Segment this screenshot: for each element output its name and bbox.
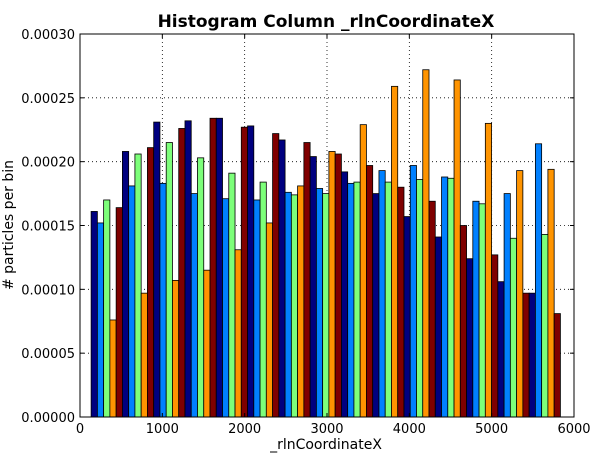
x-tick-label: 1000 — [146, 422, 179, 437]
histogram-bar — [378, 170, 386, 418]
histogram-bar — [353, 181, 361, 418]
histogram-bar — [403, 216, 411, 418]
histogram-bar — [359, 124, 367, 418]
y-tick-label: 0.00020 — [21, 156, 75, 171]
histogram-bar — [453, 79, 461, 418]
histogram-bar — [109, 319, 117, 418]
histogram-bar — [234, 249, 242, 418]
histogram-bar — [534, 143, 543, 418]
x-tick-label: 2000 — [228, 422, 261, 437]
histogram-bar — [184, 120, 192, 418]
histogram-bar — [516, 170, 524, 418]
axis-ticks: 0 1000 2000 3000 4000 5000 6000 0.00000 0.00005 0… — [21, 28, 590, 437]
histogram-bar — [90, 211, 98, 418]
y-axis-label: # particles per bin — [1, 160, 17, 290]
histogram-bar — [303, 142, 311, 418]
histogram-bar — [447, 177, 455, 418]
histogram-bar — [322, 193, 330, 418]
histogram-bar — [328, 151, 336, 418]
histogram-bar — [203, 269, 211, 418]
histogram-bar — [128, 185, 136, 418]
histogram-bar — [366, 165, 374, 418]
histogram-bar — [247, 125, 255, 418]
x-tick-label: 4000 — [393, 422, 426, 437]
histogram-bar — [416, 179, 424, 418]
histogram-bar — [547, 168, 555, 418]
histogram-bar — [197, 157, 205, 418]
histogram-bar — [265, 222, 273, 418]
histogram-bar — [159, 182, 167, 418]
histogram-bar — [259, 181, 267, 418]
histogram-bar — [222, 198, 230, 418]
histogram-bar — [409, 165, 417, 418]
histogram-bar — [153, 121, 161, 418]
histogram-bar — [347, 182, 355, 418]
histogram-bar — [140, 292, 148, 418]
histogram-bar — [290, 194, 299, 418]
histogram-bar — [172, 279, 180, 418]
histogram-bar — [397, 186, 405, 418]
histogram-bar — [253, 199, 261, 418]
y-tick-label: 0.00015 — [21, 220, 75, 235]
histogram-bar — [178, 128, 186, 418]
histogram-bar — [484, 122, 492, 418]
histogram-bar — [503, 193, 511, 418]
histogram-bar — [165, 142, 173, 418]
histogram-bar — [115, 207, 123, 418]
histogram-bar — [391, 85, 399, 418]
x-tick-label: 6000 — [557, 422, 590, 437]
histogram-bar — [122, 151, 130, 418]
histogram-bar — [190, 193, 198, 418]
histogram-bar — [284, 191, 292, 418]
x-axis-label: _rlnCoordinateX — [269, 437, 382, 453]
histogram-bar — [553, 313, 561, 418]
histogram-bar — [541, 234, 549, 418]
histogram-bar — [459, 225, 467, 418]
histogram-bar — [315, 188, 324, 418]
x-tick-label: 0 — [76, 422, 84, 437]
y-tick-label: 0.00000 — [21, 411, 75, 426]
histogram-bar — [334, 153, 342, 418]
histogram-bar — [103, 199, 111, 418]
y-tick-label: 0.00005 — [21, 347, 75, 362]
histogram-bar — [422, 69, 430, 418]
histogram-bar — [466, 258, 474, 418]
histogram-bar — [215, 117, 223, 418]
histogram-bar — [341, 171, 349, 418]
histogram-bar — [240, 126, 248, 418]
chart-title: Histogram Column _rlnCoordinateX — [158, 12, 495, 32]
x-tick-label: 3000 — [310, 422, 343, 437]
histogram-bar — [384, 181, 392, 418]
histogram-bar — [472, 200, 480, 418]
histogram-bar — [297, 185, 305, 418]
y-tick-label: 0.00010 — [21, 283, 75, 298]
histogram-bar — [147, 147, 155, 418]
histogram-bar — [372, 193, 380, 418]
histogram-bar — [428, 200, 436, 418]
histogram-bar — [478, 203, 486, 418]
histogram-bar — [497, 281, 505, 418]
histogram-bar — [509, 237, 518, 418]
histogram-bar — [96, 222, 105, 418]
y-tick-label: 0.00025 — [21, 92, 75, 107]
histogram-bar — [134, 153, 142, 418]
y-tick-label: 0.00030 — [21, 28, 75, 43]
histogram-bar — [434, 236, 442, 418]
histogram-bar — [272, 133, 280, 418]
histogram-bar — [528, 292, 536, 418]
histogram-bar — [441, 176, 449, 418]
histogram-bar — [309, 156, 317, 418]
histogram-bar — [228, 172, 236, 418]
histogram-bar — [522, 292, 530, 418]
histogram-bar — [491, 254, 499, 418]
histogram-bar — [209, 117, 217, 418]
x-tick-label: 5000 — [475, 422, 508, 437]
histogram-bar — [278, 139, 286, 418]
